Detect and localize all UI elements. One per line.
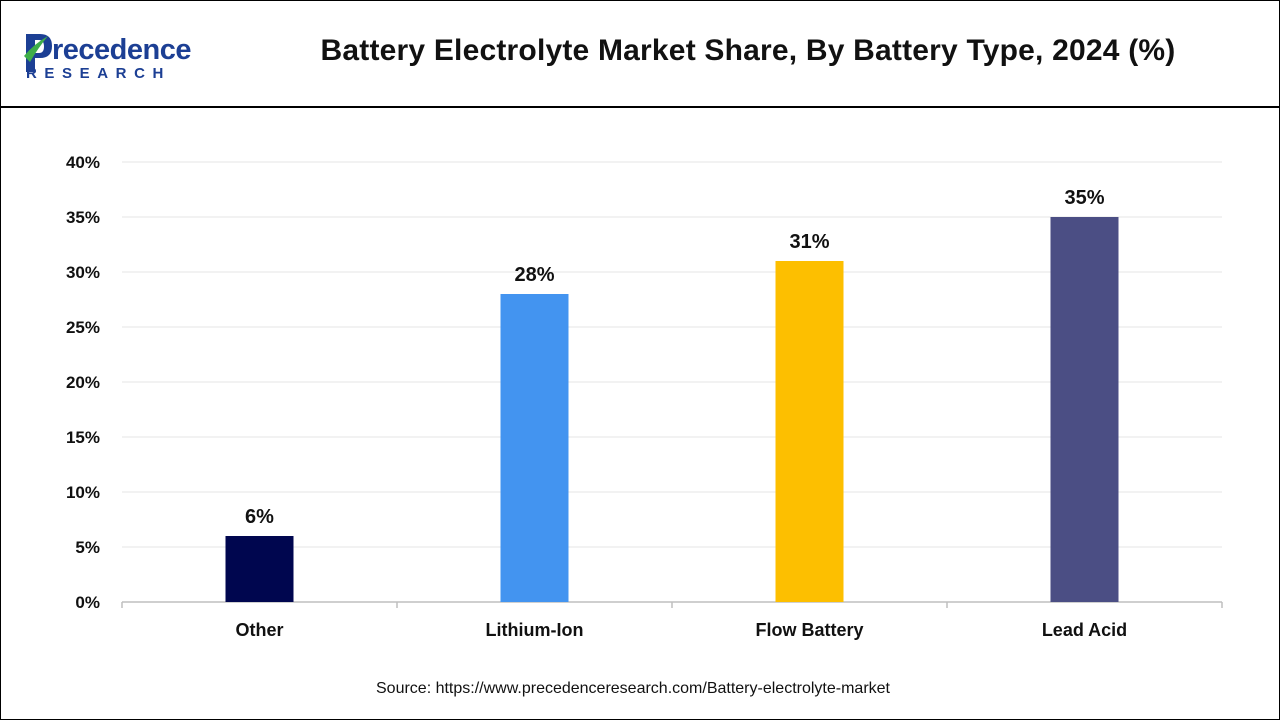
data-label: 35% — [1064, 187, 1104, 209]
y-tick-label: 35% — [66, 208, 100, 227]
svg-text:recedence: recedence — [52, 34, 191, 66]
data-label: 6% — [245, 506, 274, 528]
x-category-label: Flow Battery — [755, 620, 863, 640]
bar-lead-acid — [1050, 217, 1119, 602]
bar-lithium-ion — [500, 294, 569, 602]
x-category-label: Lithium-Ion — [486, 620, 584, 640]
y-tick-label: 15% — [66, 428, 100, 447]
y-tick-label: 30% — [66, 263, 100, 282]
header: recedence RESEARCH Battery Electrolyte M… — [0, 0, 1280, 108]
y-tick-label: 20% — [66, 373, 100, 392]
y-tick-label: 5% — [75, 538, 100, 557]
source-note: Source: https://www.precedenceresearch.c… — [376, 680, 890, 697]
precedence-research-logo: recedence RESEARCH — [24, 34, 192, 82]
bar-other — [225, 536, 294, 602]
svg-text:RESEARCH: RESEARCH — [26, 65, 171, 82]
bar-flow-battery — [775, 261, 844, 602]
data-label: 31% — [789, 231, 829, 253]
y-tick-label: 0% — [75, 593, 100, 612]
chart-title: Battery Electrolyte Market Share, By Bat… — [320, 34, 1176, 67]
y-tick-label: 10% — [66, 483, 100, 502]
x-category-label: Other — [235, 620, 283, 640]
y-tick-label: 25% — [66, 318, 100, 337]
x-category-label: Lead Acid — [1042, 620, 1127, 640]
data-label: 28% — [514, 264, 554, 286]
bar-chart: 0% 5% 10% 15% 20% 25% 30% 35% 40% 6% Other 28% Lithi… — [66, 153, 1223, 640]
y-tick-label: 40% — [66, 153, 100, 172]
